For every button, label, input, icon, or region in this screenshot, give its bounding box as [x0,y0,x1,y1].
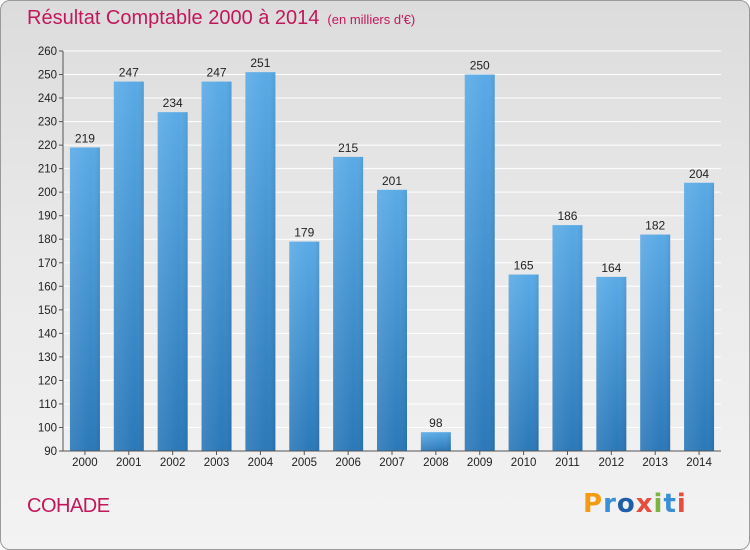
x-tick-label: 2014 [686,457,712,469]
data-label: 215 [338,141,358,155]
y-tick-label: 160 [38,281,57,293]
x-tick-label: 2007 [379,457,405,469]
y-tick-label: 220 [38,140,57,152]
bar-shade [508,274,539,451]
title-text: Résultat Comptable 2000 à 2014 [27,7,320,29]
logo-letter: o [616,489,636,519]
data-label: 204 [689,167,709,181]
y-tick-label: 110 [39,399,57,411]
data-label: 201 [382,174,402,188]
bar-shade [420,432,451,451]
commune-name: COHADE [27,495,110,517]
x-tick-label: 2004 [248,457,274,469]
bar-shade [157,112,188,452]
x-tick-label: 2005 [291,457,317,469]
data-label: 250 [470,59,490,73]
y-tick-label: 240 [38,93,57,105]
y-tick-label: 170 [38,258,57,270]
data-label: 165 [514,259,534,273]
value-labels: 219 247 234 247 251 179 215 201 98 250 165 186 164 18… [75,56,709,430]
y-tick-label: 190 [38,211,57,223]
y-tick-label: 130 [38,352,57,364]
proxiti-logo[interactable]: Proxiti [583,489,687,519]
bar-shade [552,225,583,451]
data-label: 179 [294,226,314,240]
chart-title: Résultat Comptable 2000 à 2014 (en millie… [27,7,415,30]
data-label: 247 [207,66,227,80]
bar-series [69,72,715,452]
y-tick-label: 180 [38,234,57,246]
bar-shade [69,147,100,451]
data-label: 251 [250,56,270,70]
y-tick-label: 150 [38,305,57,317]
logo-letter: i [653,489,664,519]
x-tick-label: 2009 [467,457,493,469]
bar-shade [464,74,495,451]
data-label: 247 [119,66,139,80]
x-tick-label: 2010 [511,457,537,469]
x-tick-label: 2000 [72,457,98,469]
y-tick-label: 250 [38,70,57,82]
x-tick-label: 2013 [642,457,668,469]
data-label: 219 [75,131,95,145]
x-tick-label: 2011 [555,457,580,469]
logo-letter: x [635,489,654,519]
data-label: 182 [645,219,665,233]
data-label: 98 [429,416,443,430]
x-tick-label: 2012 [599,457,625,469]
logo-letter: r [603,489,617,519]
logo-letter: t [663,489,677,519]
x-tick-label: 2006 [335,457,361,469]
x-tick-label: 2003 [204,457,230,469]
bar-shade [245,72,276,452]
y-tick-label: 260 [38,46,57,58]
bar-shade [201,81,232,452]
bar-shade [640,234,671,451]
y-tick-label: 210 [38,164,57,176]
y-tick-label: 230 [38,117,57,129]
bar-shade [289,241,320,451]
y-tick-label: 100 [38,422,57,434]
y-tick-label: 90 [44,446,57,458]
chart-subtitle: (en milliers d'€) [327,12,416,27]
bar-shade [596,276,627,451]
y-tick-label: 120 [38,375,57,387]
y-axis: 90 100 110 120 130 140 150 160 170 180 190 200 210 22… [38,46,64,458]
x-tick-label: 2001 [116,457,142,469]
logo-letter: i [676,489,687,519]
bar-shade [377,189,407,451]
bar-shade [113,81,144,452]
data-label: 234 [163,96,183,110]
data-label: 164 [601,261,621,275]
x-tick-label: 2002 [160,457,186,469]
logo-letter: P [583,489,604,519]
data-label: 186 [557,209,577,223]
y-tick-label: 140 [38,328,57,340]
y-tick-label: 200 [38,187,57,199]
bar-shade [684,182,715,451]
bar-shade [333,156,364,451]
x-axis: 2000 2001 2002 2003 2004 2005 2006 2007 2008 2009… [63,450,721,469]
x-tick-label: 2008 [423,457,449,469]
